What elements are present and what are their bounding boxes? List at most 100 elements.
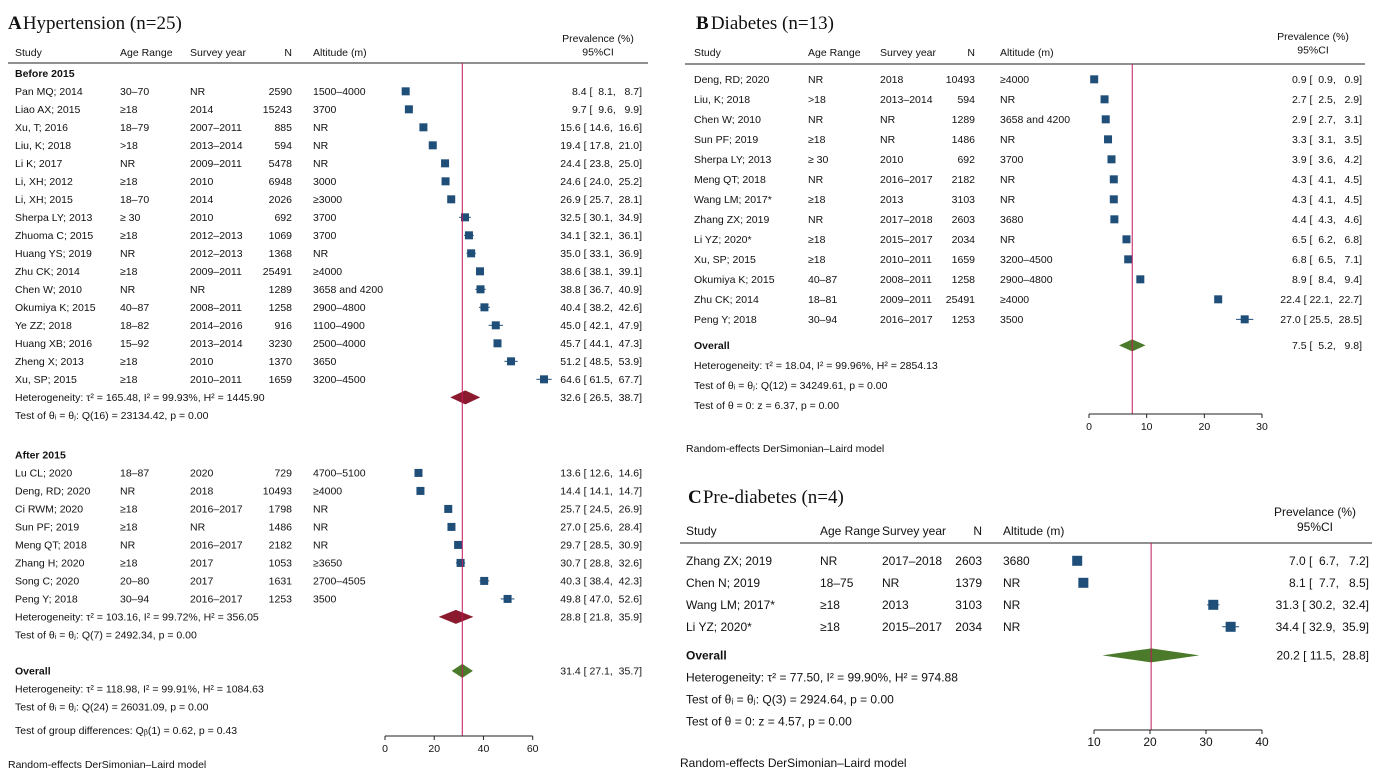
study-n: 1379 [955, 576, 982, 590]
point-estimate-marker [456, 558, 465, 567]
study-estimate-ci: 32.5 [ 30.1, 34.9] [560, 212, 642, 224]
study-name: Chen W; 2010 [694, 114, 761, 126]
study-name: Chen W; 2010 [15, 284, 82, 296]
study-age-range: ≥18 [808, 194, 826, 206]
study-age-range: 30–70 [120, 86, 149, 98]
study-name: Zheng X; 2013 [15, 356, 84, 368]
overall-homogeneity-test: Test of θᵢ = θⱼ: Q(12) = 34249.61, p = 0… [694, 380, 888, 392]
study-altitude: NR [1000, 194, 1016, 206]
study-n: 1289 [952, 114, 976, 126]
study-altitude: ≥3650 [313, 558, 342, 570]
panel-letter: C [688, 487, 702, 508]
column-header-ci: 95%CI [1297, 45, 1329, 57]
study-n: 2034 [955, 620, 982, 634]
subgroup-title: Before 2015 [15, 68, 75, 80]
study-survey-year: 2010 [190, 212, 214, 224]
study-estimate-ci: 25.7 [ 24.5, 26.9] [560, 504, 642, 516]
study-n: 1253 [952, 314, 976, 326]
study-estimate-ci: 29.7 [ 28.5, 30.9] [560, 540, 642, 552]
study-altitude: 2500–4000 [313, 338, 366, 350]
point-estimate-marker [1122, 235, 1131, 244]
study-estimate-ci: 13.6 [ 12.6, 14.6] [560, 468, 642, 480]
study-n: 594 [274, 140, 292, 152]
study-name: Deng, RD; 2020 [694, 74, 769, 86]
overall-label: Overall [694, 340, 730, 352]
model-note: Random-effects DerSimonian–Laird model [680, 756, 907, 770]
study-survey-year: NR [190, 86, 206, 98]
study-survey-year: 2017–2018 [880, 214, 933, 226]
study-age-range: NR [820, 554, 838, 568]
point-estimate-marker [1240, 315, 1249, 324]
study-name: Xu, T; 2016 [15, 122, 68, 134]
study-estimate-ci: 31.3 [ 30.2, 32.4] [1276, 598, 1369, 612]
study-name: Huang YS; 2019 [15, 248, 92, 260]
study-altitude: 3680 [1000, 214, 1024, 226]
study-n: 1486 [269, 522, 293, 534]
study-name: Zhang H; 2020 [15, 558, 85, 570]
study-survey-year: 2018 [880, 74, 904, 86]
study-estimate-ci: 51.2 [ 48.5, 53.9] [560, 356, 642, 368]
model-note: Random-effects DerSimonian–Laird model [686, 443, 884, 455]
study-name: Ci RWM; 2020 [15, 504, 83, 516]
point-estimate-marker [1225, 621, 1236, 632]
x-axis-tick-label: 20 [428, 743, 440, 755]
overall-estimate-ci: 31.4 [ 27.1, 35.7] [560, 666, 642, 678]
study-altitude: 1500–4000 [313, 86, 366, 98]
study-name: Meng QT; 2018 [15, 540, 87, 552]
study-survey-year: 2013 [880, 194, 904, 206]
study-age-range: NR [808, 214, 824, 226]
study-survey-year: 2017 [190, 558, 214, 570]
model-note: Random-effects DerSimonian–Laird model [8, 759, 206, 771]
x-axis-tick-label: 40 [478, 743, 490, 755]
study-altitude: NR [1000, 94, 1016, 106]
point-estimate-marker [1072, 555, 1083, 566]
study-age-range: 20–80 [120, 576, 149, 588]
subgroup-summary-ci: 32.6 [ 26.5, 38.7] [560, 392, 642, 404]
study-altitude: 3700 [313, 212, 337, 224]
study-altitude: 2900–4800 [313, 302, 366, 314]
study-n: 2590 [269, 86, 293, 98]
study-n: 5478 [269, 158, 293, 170]
study-name: Huang XB; 2016 [15, 338, 92, 350]
study-name: Zhang ZX; 2019 [686, 554, 772, 568]
study-estimate-ci: 7.0 [ 6.7, 7.2] [1289, 554, 1369, 568]
column-header-altitude: Altitude (m) [1003, 524, 1064, 538]
x-axis-tick-label: 10 [1087, 735, 1101, 749]
column-header-age-range: Age Range [120, 47, 173, 59]
study-estimate-ci: 8.1 [ 7.7, 8.5] [1289, 576, 1369, 590]
study-altitude: 3680 [1003, 554, 1030, 568]
column-header-prevalence: Prevelance (%) [1274, 505, 1356, 519]
study-altitude: 2900–4800 [1000, 274, 1053, 286]
study-estimate-ci: 40.3 [ 38.4, 42.3] [560, 576, 642, 588]
study-altitude: NR [1003, 598, 1021, 612]
study-survey-year: 2016–2017 [880, 314, 933, 326]
study-name: Ye ZZ; 2018 [15, 320, 72, 332]
study-estimate-ci: 30.7 [ 28.8, 32.6] [560, 558, 642, 570]
column-header-altitude: Altitude (m) [1000, 47, 1054, 59]
study-age-range: >18 [120, 140, 138, 152]
study-n: 6948 [269, 176, 293, 188]
study-age-range: 18–82 [120, 320, 149, 332]
column-header-survey-year: Survey year [190, 47, 247, 59]
point-estimate-marker [447, 522, 456, 531]
study-n: 2182 [269, 540, 293, 552]
study-name: Wang LM; 2017* [694, 194, 772, 206]
study-name: Sun PF; 2019 [694, 134, 758, 146]
point-estimate-marker [1101, 115, 1110, 124]
x-axis-tick-label: 20 [1143, 735, 1157, 749]
point-estimate-marker [414, 468, 423, 477]
study-n: 1069 [269, 230, 293, 242]
study-estimate-ci: 4.3 [ 4.1, 4.5] [1292, 174, 1362, 186]
column-header-study: Study [694, 47, 722, 59]
study-age-range: 18–87 [120, 468, 149, 480]
study-age-range: ≥18 [120, 374, 138, 386]
study-n: 1486 [952, 134, 976, 146]
study-name: Chen N; 2019 [686, 576, 760, 590]
study-estimate-ci: 45.0 [ 42.1, 47.9] [560, 320, 642, 332]
column-header-survey-year: Survey year [882, 524, 946, 538]
study-estimate-ci: 8.9 [ 8.4, 9.4] [1292, 274, 1362, 286]
study-altitude: NR [313, 522, 329, 534]
study-altitude: ≥4000 [1000, 74, 1029, 86]
point-estimate-marker [1104, 135, 1113, 144]
point-estimate-marker [1107, 155, 1116, 164]
